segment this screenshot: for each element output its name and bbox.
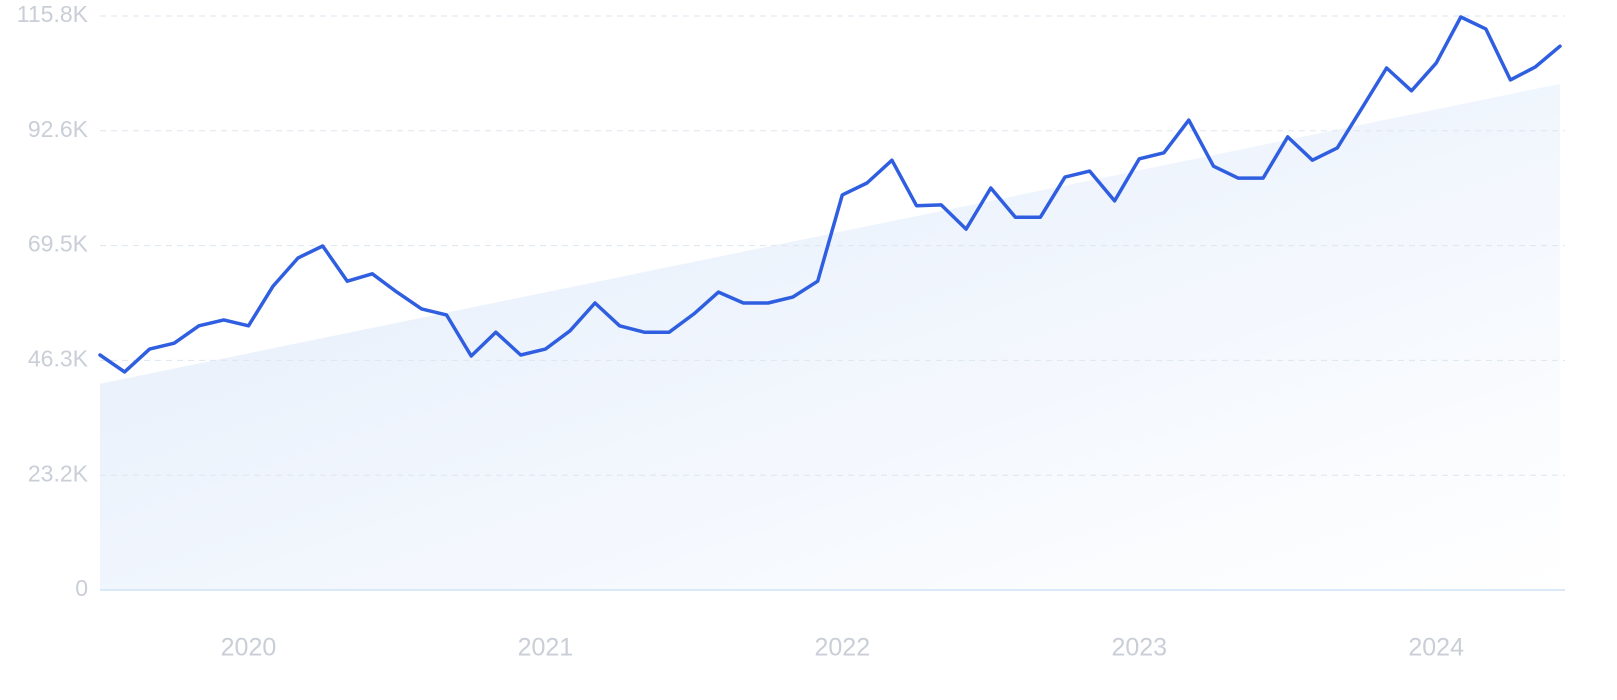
x-tick-label: 2020 bbox=[221, 634, 277, 662]
x-tick-label: 2022 bbox=[815, 634, 871, 662]
x-tick-label: 2021 bbox=[518, 634, 574, 662]
y-tick-label: 92.6K bbox=[28, 116, 89, 142]
x-tick-label: 2024 bbox=[1408, 634, 1464, 662]
trend-area bbox=[100, 83, 1560, 591]
x-tick-label: 2023 bbox=[1111, 634, 1167, 662]
data-line bbox=[98, 15, 1562, 374]
y-tick-label: 115.8K bbox=[17, 1, 89, 27]
y-tick-label: 0 bbox=[75, 575, 88, 601]
y-tick-label: 23.2K bbox=[28, 460, 89, 486]
y-tick-label: 69.5K bbox=[28, 231, 89, 257]
y-tick-label: 46.3K bbox=[28, 345, 89, 371]
